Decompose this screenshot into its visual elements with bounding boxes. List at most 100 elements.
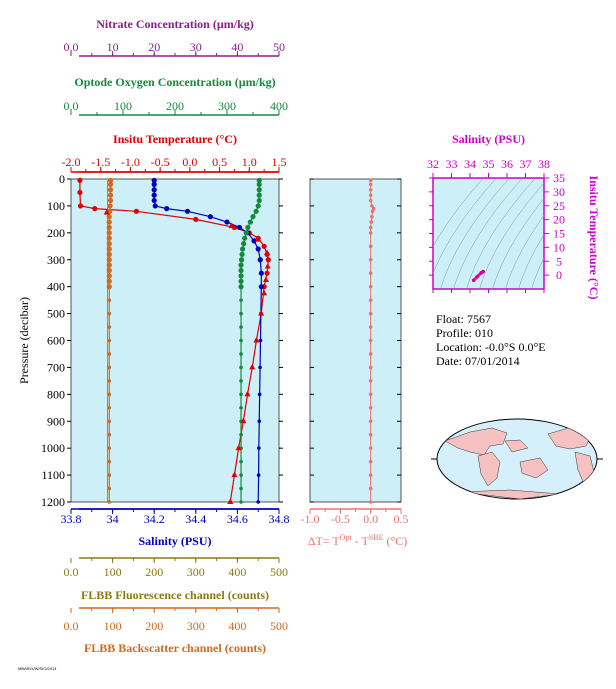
- backscatter-tick-label: 200: [145, 619, 163, 633]
- delta-t-marker: [370, 209, 375, 214]
- salinity-tick-label: 34.6: [227, 512, 248, 526]
- oxygen-marker: [239, 473, 243, 477]
- backscatter-marker: [107, 203, 113, 209]
- oxygen-marker: [256, 197, 262, 204]
- temperature-tick-label: -1.0: [121, 155, 140, 169]
- salinity-marker: [256, 500, 261, 504]
- date: Date: 07/01/2014: [436, 354, 520, 368]
- backscatter-marker: [107, 419, 112, 424]
- backscatter-marker: [107, 379, 112, 383]
- nitrate-tick-label: 30: [190, 40, 202, 54]
- oxygen-marker: [241, 241, 247, 247]
- ts-density-contour: [433, 178, 497, 274]
- backscatter-marker: [107, 392, 112, 397]
- oxygen-marker: [238, 273, 244, 279]
- oxygen-marker: [239, 486, 243, 491]
- oxygen-marker: [256, 181, 262, 187]
- backscatter-tick-label: 500: [270, 619, 288, 633]
- delta-t-marker: [368, 379, 373, 383]
- temperature-marker: [261, 289, 268, 296]
- delta-t-marker: [368, 432, 373, 437]
- oxygen-tick-label: 200: [166, 99, 184, 113]
- location: Location: -0.0°S 0.0°E: [436, 340, 546, 354]
- salinity-tick-label: 33.8: [61, 512, 82, 526]
- ts-profile-marker: [481, 269, 485, 274]
- delta-t-axis-title: ΔT= TOpt - TSBE (°C): [308, 533, 408, 548]
- temperature-marker: [258, 310, 265, 316]
- salinity-tick-label: 34.4: [185, 512, 206, 526]
- salinity-tick-label: 34.8: [269, 512, 290, 526]
- oxygen-marker: [247, 219, 253, 225]
- pressure-tick-label: 200: [47, 226, 65, 240]
- oxygen-marker: [239, 352, 243, 356]
- backscatter-axis-title: FLBB Backscatter channel (counts): [84, 641, 266, 655]
- ts-salinity-tick-label: 36: [501, 157, 513, 171]
- backscatter-tick-label: 0.0: [64, 619, 79, 633]
- backscatter-marker: [107, 486, 112, 491]
- delta-t-axis-title-part: Opt: [340, 533, 353, 542]
- oxygen-marker: [239, 379, 243, 383]
- oxygen-marker: [238, 257, 245, 263]
- delta-t-marker: [370, 214, 374, 219]
- fluorescence-tick-label: 300: [187, 565, 205, 579]
- delta-t-marker: [368, 257, 373, 262]
- salinity-marker: [258, 365, 262, 370]
- temperature-marker: [103, 209, 110, 215]
- pressure-tick-label: 0: [59, 172, 65, 186]
- oxygen-marker: [238, 278, 244, 284]
- salinity-marker: [251, 238, 257, 244]
- delta-t-tick-label: 0.0: [363, 512, 378, 526]
- temperature-marker: [244, 390, 251, 397]
- delta-t-marker: [368, 352, 373, 356]
- temperature-marker: [264, 249, 271, 256]
- oxygen-marker: [239, 459, 243, 464]
- backscatter-marker: [107, 187, 114, 193]
- oxygen-marker: [239, 432, 243, 437]
- ts-density-contour: [453, 178, 523, 289]
- backscatter-marker: [107, 405, 112, 410]
- salinity-marker: [258, 338, 263, 343]
- oxygen-marker: [239, 338, 243, 343]
- salinity-marker: [151, 187, 157, 193]
- delta-t-tick-label: -1.0: [301, 512, 320, 526]
- nitrate-tick-label: 10: [107, 40, 119, 54]
- salinity-marker: [151, 197, 157, 204]
- delta-t-axis-title-part: ΔT= T: [308, 534, 341, 548]
- delta-t-panel-background: [309, 178, 402, 503]
- temperature-marker: [77, 189, 83, 196]
- pressure-tick-label: 600: [47, 334, 65, 348]
- fluorescence-tick-label: 400: [228, 565, 246, 579]
- ts-salinity-tick-label: 32: [427, 157, 439, 171]
- delta-t-marker: [368, 298, 373, 302]
- temperature-tick-label: 0.0: [182, 155, 197, 169]
- ts-density-contour: [556, 173, 616, 294]
- pressure-tick-label: 400: [47, 280, 65, 294]
- ts-temperature-tick-label: 15: [553, 227, 565, 241]
- backscatter-marker: [107, 338, 112, 343]
- delta-t-axis-title-part: (°C): [383, 534, 407, 548]
- backscatter-tick-label: 400: [228, 619, 246, 633]
- delta-t-marker: [368, 500, 373, 504]
- temperature-tick-label: -1.5: [91, 155, 110, 169]
- temperature-tick-label: -2.0: [62, 155, 81, 169]
- ts-salinity-tick-label: 33: [446, 157, 458, 171]
- pressure-tick-label: 1000: [41, 441, 65, 455]
- delta-t-tick-label: 0.5: [394, 512, 409, 526]
- pressure-tick-label: 300: [47, 253, 65, 267]
- delta-t-marker: [368, 419, 373, 424]
- oxygen-marker: [256, 187, 262, 193]
- delta-t-marker: [368, 244, 373, 249]
- fluorescence-tick-label: 500: [270, 565, 288, 579]
- backscatter-marker: [107, 298, 112, 302]
- ts-temperature-axis-title: Insitu Temperature (°C): [587, 176, 601, 300]
- nitrate-tick-label: 50: [273, 40, 285, 54]
- oxygen-marker: [256, 192, 262, 198]
- delta-t-marker: [368, 193, 373, 197]
- delta-t-marker: [368, 459, 373, 464]
- temperature-marker: [262, 276, 269, 282]
- footer-code: MBARI/UW/SIO/2014: [18, 666, 57, 671]
- nitrate-tick-label: 40: [231, 40, 243, 54]
- ts-density-contour: [433, 178, 484, 247]
- temperature-marker: [264, 262, 271, 269]
